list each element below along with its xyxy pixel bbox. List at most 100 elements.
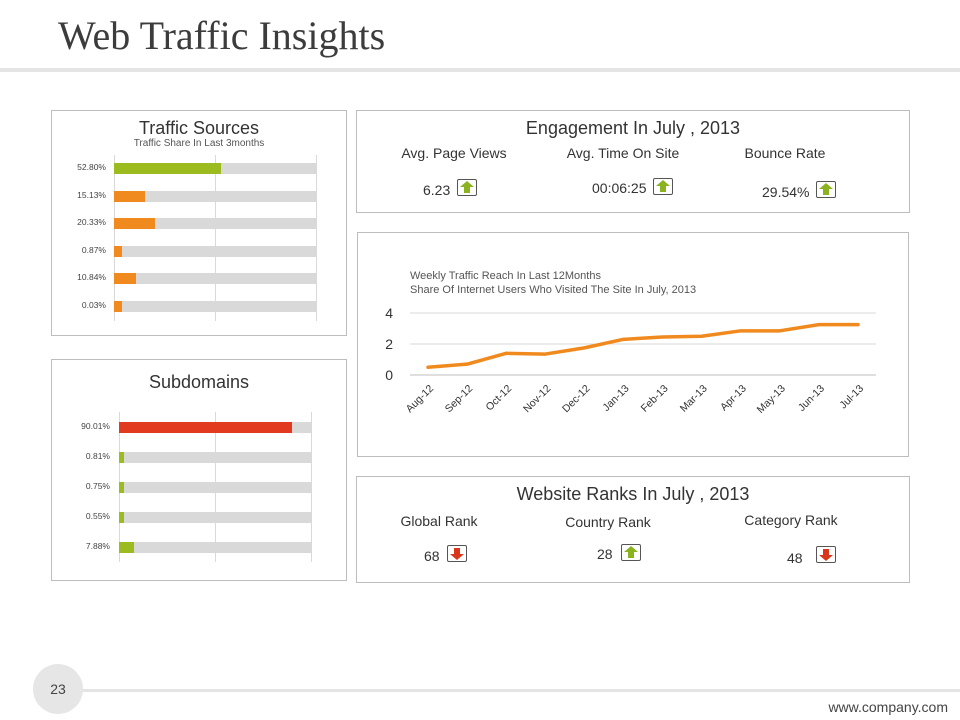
series-point (739, 329, 743, 333)
metric-value: 6.23 (423, 182, 451, 198)
x-tick-label: Dec-12 (560, 383, 593, 416)
title-divider (0, 68, 960, 72)
bar-gridline (316, 155, 317, 321)
series-point (700, 334, 704, 338)
metric-label: Country Rank (565, 514, 651, 530)
bar-label: 90.01% (81, 421, 110, 431)
series-line (426, 322, 860, 369)
bar-gridline (215, 155, 216, 321)
metric-value: 00:06:25 (592, 180, 647, 196)
arrow-down-icon (816, 546, 836, 563)
bar-label: 0.87% (81, 244, 106, 255)
chart-title: Weekly Traffic Reach In Last 12Months (410, 270, 601, 282)
footer-divider (82, 689, 960, 692)
arrow-down-icon (447, 545, 467, 562)
series-point (856, 323, 860, 327)
page-title: Web Traffic Insights (58, 13, 386, 58)
x-tick-label: Aug-12 (404, 383, 437, 416)
x-tick-label: Nov-12 (521, 383, 554, 416)
x-tick-label: Jul-13 (837, 383, 866, 412)
bar-track (114, 163, 316, 174)
arrow-up-icon (457, 179, 477, 196)
x-tick-label: Feb-13 (639, 383, 671, 415)
series-point (621, 337, 625, 341)
bar-track (114, 245, 316, 257)
x-tick-label: Sep-12 (443, 383, 476, 416)
bar-fill (114, 273, 136, 285)
metric-value: 28 (597, 546, 613, 562)
y-tick-label: 2 (385, 336, 393, 352)
metric-label: Bounce Rate (744, 145, 826, 161)
traffic-sources-panel: Traffic Sources Traffic Share In Last 3m… (51, 110, 347, 336)
footer-url[interactable]: www.company.com (828, 699, 948, 715)
bar-gridline (114, 155, 115, 321)
y-tick-label: 4 (385, 305, 393, 321)
bar-track (119, 512, 311, 523)
x-tick-label: Apr-13 (718, 383, 749, 414)
x-tick-label: Jun-13 (796, 383, 827, 414)
metric-value: 48 (787, 550, 803, 566)
bar-fill (119, 542, 135, 553)
bar-track (119, 422, 311, 433)
bar-track (119, 482, 311, 493)
bar-label: 0.03% (81, 300, 106, 310)
website-ranks-title: Website Ranks In July , 2013 (516, 484, 750, 504)
metric-label: Global Rank (400, 513, 478, 529)
bar-label: 15.13% (77, 189, 106, 200)
website-ranks-panel: Website Ranks In July , 2013 Global Rank… (356, 476, 910, 583)
bar-track (114, 218, 316, 230)
traffic-sources-title: Traffic Sources (138, 118, 260, 138)
bar-label: 52.80% (77, 162, 106, 172)
chart-subtitle: Share Of Internet Users Who Visited The … (410, 284, 696, 296)
traffic-sources-subtitle: Traffic Share In Last 3months (133, 138, 265, 149)
bar-fill (119, 482, 124, 493)
bar-fill (114, 163, 221, 174)
series-point (582, 346, 586, 350)
arrow-up-icon (653, 178, 673, 195)
x-tick-label: May-13 (755, 383, 788, 416)
x-tick-label: Jan-13 (600, 383, 631, 414)
series-point (817, 323, 821, 327)
page-number: 23 (33, 664, 83, 714)
metric-label: Category Rank (744, 512, 838, 528)
bar-fill (119, 452, 124, 463)
subdomains-title: Subdomains (148, 372, 250, 392)
metric-label: Avg. Time On Site (566, 145, 680, 161)
x-tick-label: Mar-13 (678, 383, 710, 415)
traffic-reach-chart-panel: Weekly Traffic Reach In Last 12Months Sh… (357, 232, 909, 457)
bar-fill (119, 512, 124, 523)
bar-fill (114, 301, 122, 312)
y-tick-label: 0 (385, 367, 393, 383)
series-point (426, 365, 430, 369)
series-point (543, 352, 547, 356)
bar-label: 10.84% (77, 272, 106, 283)
bar-track (114, 301, 316, 312)
bar-gridline (311, 412, 312, 562)
bar-label: 20.33% (77, 217, 106, 228)
metric-value: 29.54% (762, 184, 810, 200)
traffic-reach-chart: Weekly Traffic Reach In Last 12Months Sh… (385, 270, 876, 416)
bar-fill (119, 422, 292, 433)
bar-label: 0.55% (85, 511, 110, 521)
x-tick-label: Oct-12 (484, 383, 515, 414)
bar-fill (114, 190, 145, 202)
engagement-panel: Engagement In July , 2013 Avg. Page View… (356, 110, 910, 213)
series-point (661, 335, 665, 339)
bar-label: 7.88% (85, 541, 110, 551)
bar-track (119, 542, 311, 553)
bar-track (114, 273, 316, 285)
bar-fill (114, 218, 156, 230)
bar-track (114, 190, 316, 202)
arrow-up-icon (816, 181, 836, 198)
metric-label: Avg. Page Views (401, 145, 507, 161)
series-point (504, 351, 508, 355)
series-point (778, 329, 782, 333)
series-point (465, 362, 469, 366)
bar-fill (114, 245, 122, 257)
subdomains-panel: Subdomains 90.01% 0.81% 0.75% 0.55% 7.88% (51, 359, 347, 581)
metric-value: 68 (424, 548, 440, 564)
bar-track (119, 452, 311, 463)
arrow-up-icon (621, 544, 641, 561)
bar-label: 0.75% (85, 481, 110, 491)
bar-label: 0.81% (85, 451, 110, 461)
